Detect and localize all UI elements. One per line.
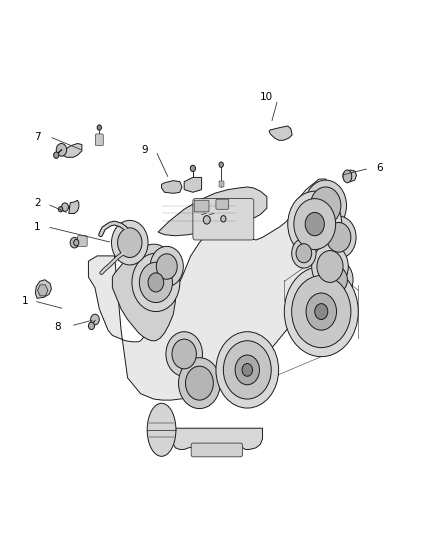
Circle shape: [216, 332, 279, 408]
Circle shape: [223, 341, 271, 399]
Polygon shape: [35, 280, 51, 298]
Circle shape: [70, 237, 79, 248]
Circle shape: [294, 199, 336, 249]
Ellipse shape: [147, 403, 176, 456]
Text: 1: 1: [22, 296, 28, 306]
Circle shape: [58, 207, 63, 212]
Polygon shape: [167, 428, 262, 449]
Ellipse shape: [343, 170, 352, 183]
Circle shape: [156, 254, 177, 279]
FancyBboxPatch shape: [95, 134, 103, 146]
Circle shape: [306, 293, 336, 330]
Circle shape: [203, 216, 210, 224]
Circle shape: [150, 246, 184, 287]
Circle shape: [305, 213, 324, 236]
Circle shape: [117, 228, 142, 257]
Polygon shape: [158, 187, 267, 236]
Circle shape: [235, 355, 259, 385]
Text: 10: 10: [260, 92, 273, 102]
Circle shape: [326, 222, 351, 252]
Circle shape: [53, 152, 59, 158]
Circle shape: [284, 266, 358, 357]
Polygon shape: [269, 126, 292, 140]
Circle shape: [56, 143, 67, 156]
Circle shape: [179, 358, 220, 409]
Circle shape: [221, 216, 226, 222]
Circle shape: [132, 253, 180, 312]
Circle shape: [74, 239, 79, 246]
Text: 9: 9: [142, 145, 148, 155]
Circle shape: [312, 244, 348, 289]
Circle shape: [190, 165, 195, 172]
Circle shape: [112, 220, 148, 265]
Circle shape: [288, 191, 342, 257]
Text: 1: 1: [34, 222, 40, 232]
FancyBboxPatch shape: [216, 199, 229, 209]
Polygon shape: [60, 143, 82, 157]
Circle shape: [88, 322, 95, 329]
Circle shape: [321, 216, 356, 259]
Text: 8: 8: [55, 322, 61, 333]
Polygon shape: [184, 177, 201, 192]
FancyBboxPatch shape: [194, 200, 209, 212]
Circle shape: [320, 260, 353, 300]
Text: 2: 2: [34, 198, 40, 208]
Circle shape: [166, 332, 202, 376]
Circle shape: [292, 238, 316, 268]
Circle shape: [292, 276, 351, 348]
Polygon shape: [38, 285, 48, 296]
Circle shape: [315, 304, 328, 319]
Text: 6: 6: [377, 164, 383, 173]
Polygon shape: [88, 179, 341, 400]
Text: 7: 7: [34, 132, 40, 142]
Polygon shape: [343, 170, 357, 182]
FancyBboxPatch shape: [191, 443, 243, 457]
Circle shape: [172, 339, 196, 369]
Polygon shape: [113, 244, 176, 341]
Circle shape: [219, 162, 223, 167]
FancyBboxPatch shape: [78, 236, 87, 246]
Circle shape: [317, 251, 343, 282]
FancyBboxPatch shape: [193, 199, 254, 240]
Circle shape: [305, 180, 346, 231]
FancyBboxPatch shape: [219, 181, 224, 187]
Circle shape: [61, 203, 68, 212]
Circle shape: [325, 266, 347, 293]
Circle shape: [296, 244, 312, 263]
Circle shape: [242, 364, 253, 376]
Circle shape: [91, 314, 99, 325]
Circle shape: [139, 262, 173, 303]
Circle shape: [311, 187, 341, 224]
Polygon shape: [162, 181, 182, 193]
Circle shape: [148, 273, 164, 292]
Circle shape: [185, 366, 213, 400]
Circle shape: [97, 125, 102, 130]
Polygon shape: [69, 200, 79, 214]
